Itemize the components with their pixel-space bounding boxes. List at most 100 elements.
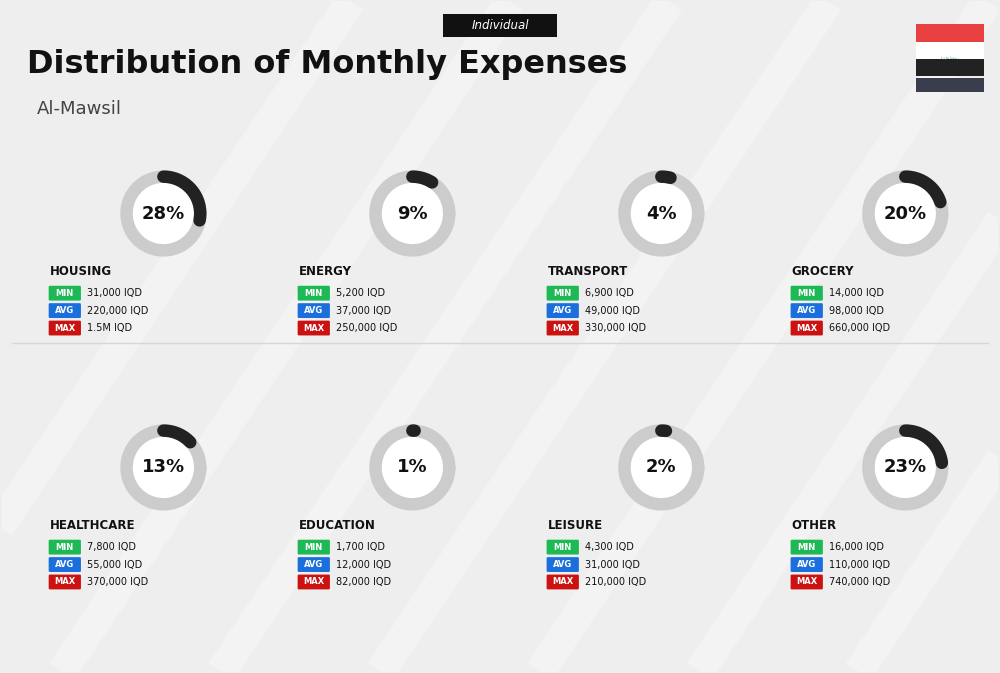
Text: 98,000 IQD: 98,000 IQD [829, 306, 884, 316]
Text: TRANSPORT: TRANSPORT [548, 265, 628, 279]
FancyBboxPatch shape [547, 286, 579, 301]
Text: 55,000 IQD: 55,000 IQD [87, 559, 142, 569]
Text: 4%: 4% [646, 205, 677, 223]
Text: 37,000 IQD: 37,000 IQD [336, 306, 391, 316]
Text: 210,000 IQD: 210,000 IQD [585, 577, 646, 587]
Text: 14,000 IQD: 14,000 IQD [829, 288, 884, 298]
Text: 110,000 IQD: 110,000 IQD [829, 559, 890, 569]
FancyBboxPatch shape [298, 575, 330, 590]
Text: 6,900 IQD: 6,900 IQD [585, 288, 634, 298]
FancyBboxPatch shape [298, 304, 330, 318]
Bar [916, 42, 984, 59]
Text: 1%: 1% [397, 458, 428, 476]
Text: MAX: MAX [552, 324, 573, 332]
Circle shape [131, 181, 196, 246]
Text: ENERGY: ENERGY [299, 265, 352, 279]
Text: Individual: Individual [471, 19, 529, 32]
Text: MIN: MIN [554, 542, 572, 552]
FancyBboxPatch shape [298, 286, 330, 301]
Text: 1.5M IQD: 1.5M IQD [87, 323, 132, 333]
Text: 9%: 9% [397, 205, 428, 223]
Text: Distribution of Monthly Expenses: Distribution of Monthly Expenses [27, 48, 627, 79]
Text: 370,000 IQD: 370,000 IQD [87, 577, 148, 587]
Text: LEISURE: LEISURE [548, 520, 603, 532]
Circle shape [380, 435, 445, 500]
Text: HEALTHCARE: HEALTHCARE [50, 520, 135, 532]
Text: 16,000 IQD: 16,000 IQD [829, 542, 884, 552]
Text: MAX: MAX [796, 324, 817, 332]
Text: AVG: AVG [55, 306, 74, 315]
Text: Al-Mawsil: Al-Mawsil [37, 100, 122, 118]
Text: AVG: AVG [55, 560, 74, 569]
Text: MAX: MAX [303, 577, 324, 586]
Text: 740,000 IQD: 740,000 IQD [829, 577, 890, 587]
Text: MAX: MAX [54, 324, 75, 332]
Text: HOUSING: HOUSING [50, 265, 112, 279]
FancyBboxPatch shape [49, 575, 81, 590]
FancyBboxPatch shape [791, 540, 823, 555]
Text: MIN: MIN [798, 542, 816, 552]
Text: MAX: MAX [303, 324, 324, 332]
Text: 31,000 IQD: 31,000 IQD [585, 559, 640, 569]
FancyBboxPatch shape [791, 557, 823, 572]
Text: 28%: 28% [142, 205, 185, 223]
Text: MAX: MAX [552, 577, 573, 586]
FancyBboxPatch shape [49, 304, 81, 318]
Text: 7,800 IQD: 7,800 IQD [87, 542, 136, 552]
Circle shape [873, 181, 938, 246]
FancyBboxPatch shape [791, 320, 823, 335]
Text: 250,000 IQD: 250,000 IQD [336, 323, 397, 333]
FancyBboxPatch shape [298, 540, 330, 555]
Text: 82,000 IQD: 82,000 IQD [336, 577, 391, 587]
FancyBboxPatch shape [791, 286, 823, 301]
Text: 31,000 IQD: 31,000 IQD [87, 288, 142, 298]
Text: MAX: MAX [54, 577, 75, 586]
FancyBboxPatch shape [547, 575, 579, 590]
Circle shape [629, 181, 694, 246]
FancyBboxPatch shape [443, 14, 557, 37]
Circle shape [873, 435, 938, 500]
Text: 13%: 13% [142, 458, 185, 476]
Circle shape [629, 435, 694, 500]
Text: 20%: 20% [884, 205, 927, 223]
Text: AVG: AVG [553, 560, 572, 569]
Text: AVG: AVG [304, 306, 323, 315]
Text: 330,000 IQD: 330,000 IQD [585, 323, 646, 333]
Circle shape [380, 181, 445, 246]
Text: 4,300 IQD: 4,300 IQD [585, 542, 634, 552]
FancyBboxPatch shape [49, 557, 81, 572]
Text: AVG: AVG [304, 560, 323, 569]
Text: MIN: MIN [56, 542, 74, 552]
Bar [916, 24, 984, 42]
FancyBboxPatch shape [547, 304, 579, 318]
Text: 12,000 IQD: 12,000 IQD [336, 559, 391, 569]
FancyBboxPatch shape [298, 557, 330, 572]
Text: AVG: AVG [797, 306, 816, 315]
Text: EDUCATION: EDUCATION [299, 520, 376, 532]
Bar [916, 59, 984, 76]
Text: الله أكبر: الله أكبر [941, 57, 959, 61]
Text: MIN: MIN [554, 289, 572, 297]
FancyBboxPatch shape [547, 320, 579, 335]
Text: MIN: MIN [798, 289, 816, 297]
FancyBboxPatch shape [791, 575, 823, 590]
Text: 1,700 IQD: 1,700 IQD [336, 542, 385, 552]
FancyBboxPatch shape [298, 320, 330, 335]
Text: MIN: MIN [305, 289, 323, 297]
Text: 5,200 IQD: 5,200 IQD [336, 288, 385, 298]
FancyBboxPatch shape [49, 320, 81, 335]
Text: MIN: MIN [56, 289, 74, 297]
FancyBboxPatch shape [547, 540, 579, 555]
Text: MIN: MIN [305, 542, 323, 552]
Text: 49,000 IQD: 49,000 IQD [585, 306, 640, 316]
FancyBboxPatch shape [49, 286, 81, 301]
Text: GROCERY: GROCERY [792, 265, 854, 279]
Text: AVG: AVG [553, 306, 572, 315]
Text: 23%: 23% [884, 458, 927, 476]
Bar [916, 78, 984, 92]
FancyBboxPatch shape [791, 304, 823, 318]
Text: OTHER: OTHER [792, 520, 837, 532]
Text: 220,000 IQD: 220,000 IQD [87, 306, 148, 316]
FancyBboxPatch shape [49, 540, 81, 555]
Text: AVG: AVG [797, 560, 816, 569]
